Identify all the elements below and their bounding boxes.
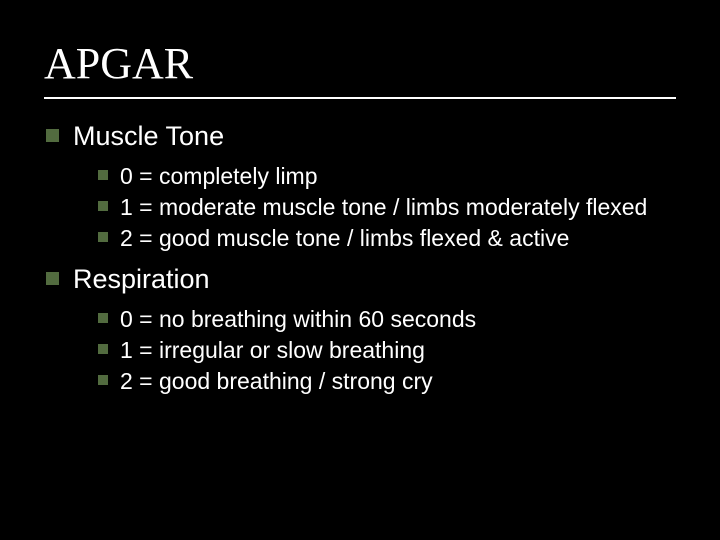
square-bullet-icon: [98, 232, 108, 242]
square-bullet-icon: [98, 201, 108, 211]
square-bullet-icon: [98, 344, 108, 354]
square-bullet-icon: [98, 313, 108, 323]
square-bullet-icon: [46, 129, 59, 142]
list-item-text: 2 = good muscle tone / limbs flexed & ac…: [120, 224, 569, 253]
square-bullet-icon: [98, 375, 108, 385]
square-bullet-icon: [46, 272, 59, 285]
list-item: 2 = good breathing / strong cry: [98, 367, 676, 396]
list-item-text: 0 = completely limp: [120, 162, 318, 191]
list-item: 0 = completely limp: [98, 162, 676, 191]
section-heading: Respiration: [44, 264, 676, 295]
slide-title: APGAR: [44, 38, 676, 89]
list-item: 1 = irregular or slow breathing: [98, 336, 676, 365]
list-item-text: 0 = no breathing within 60 seconds: [120, 305, 476, 334]
list-item-text: 1 = irregular or slow breathing: [120, 336, 425, 365]
slide: APGAR Muscle Tone 0 = completely limp 1 …: [0, 0, 720, 540]
list-item-text: 1 = moderate muscle tone / limbs moderat…: [120, 193, 647, 222]
list-item: 0 = no breathing within 60 seconds: [98, 305, 676, 334]
title-divider: APGAR: [44, 38, 676, 99]
list-item: 2 = good muscle tone / limbs flexed & ac…: [98, 224, 676, 253]
section-items: 0 = no breathing within 60 seconds 1 = i…: [44, 305, 676, 395]
square-bullet-icon: [98, 170, 108, 180]
section-heading-text: Muscle Tone: [73, 121, 224, 152]
section-items: 0 = completely limp 1 = moderate muscle …: [44, 162, 676, 252]
section-heading: Muscle Tone: [44, 121, 676, 152]
list-item: 1 = moderate muscle tone / limbs moderat…: [98, 193, 676, 222]
list-item-text: 2 = good breathing / strong cry: [120, 367, 433, 396]
section-heading-text: Respiration: [73, 264, 210, 295]
